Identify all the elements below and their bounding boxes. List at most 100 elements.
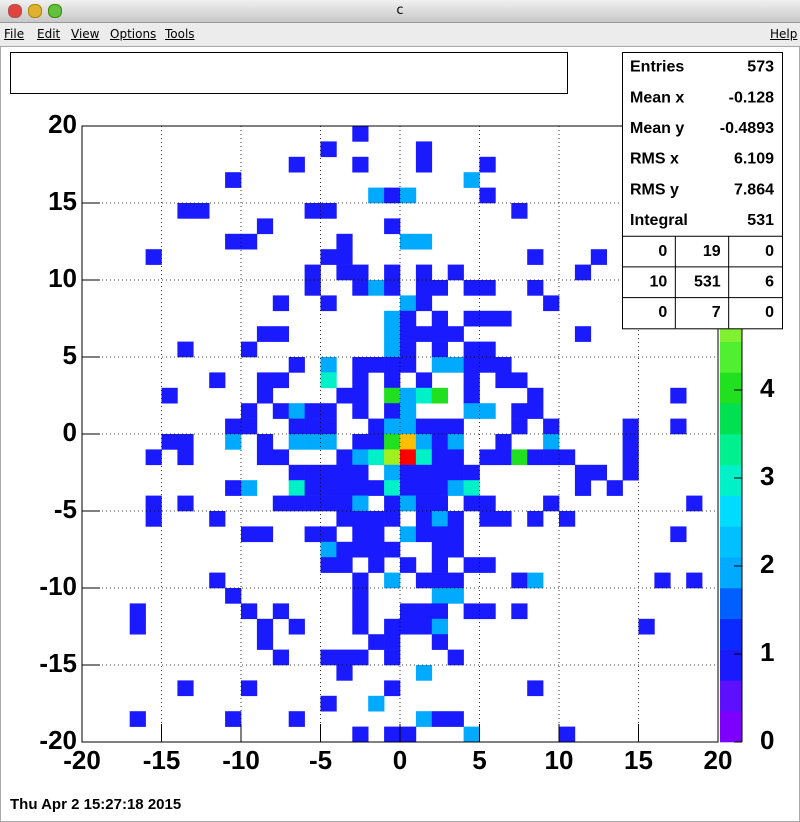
cell [463,172,480,188]
cell [527,249,544,265]
cell [479,449,496,466]
cell [431,341,448,358]
cell [241,603,258,620]
cell [256,434,274,450]
cell [368,187,385,204]
cell [400,480,417,496]
menu-item[interactable]: Edit [37,27,61,41]
cell [352,126,369,142]
cell [368,434,385,450]
menu-item[interactable]: Help [770,27,798,41]
close-button[interactable] [8,4,22,18]
cell [304,526,321,543]
cell [288,156,305,173]
menu-item[interactable]: Options [110,27,157,41]
cell [400,357,417,373]
cell [288,464,305,481]
cell [400,726,417,743]
cell [241,480,258,496]
cell [177,680,194,697]
color-band [720,680,742,712]
cell [368,557,385,573]
cell [400,618,417,635]
cell [415,603,433,620]
cell [400,434,417,450]
cell [384,511,401,527]
cell [495,449,512,466]
title-bar: c [0,0,800,23]
cell [368,418,385,435]
cell [654,572,671,589]
cell [463,403,480,419]
cell [463,557,480,573]
y-tick-label: -10 [39,571,77,601]
cell [447,572,464,589]
y-tick-label: 0 [63,417,77,447]
cell [543,434,560,450]
cell [384,187,401,204]
cell [145,249,162,265]
cell [352,464,369,481]
cell [463,464,480,481]
cell [400,310,417,327]
menu-item[interactable]: View [71,27,100,41]
cell [368,695,385,712]
cell [431,280,448,296]
x-tick-label: 5 [472,745,486,775]
cell [336,649,353,666]
zoom-button[interactable] [48,4,62,18]
cell [415,372,433,389]
cell [415,526,433,543]
cell [431,588,448,604]
x-tick-label: -15 [143,745,181,775]
cell [463,726,480,743]
stats-label: RMS y [630,181,679,198]
stats-cell: 0 [765,304,774,321]
stats-cell: 0 [658,304,667,321]
cell [352,588,369,604]
menu-item[interactable]: File [4,27,25,41]
cell [511,418,528,435]
menu-bar: File Edit View Options Tools Help [0,23,800,45]
cell [447,449,464,466]
cell [495,434,512,450]
cell [415,495,433,512]
cell [431,495,448,512]
cell [368,526,385,543]
minimize-button[interactable] [28,4,42,18]
cell [384,341,401,358]
cell [320,249,337,265]
stats-box: Entries 573 Mean x -0.128 Mean y -0.4893 RMS x… [622,52,783,330]
cell [447,526,464,543]
cell [320,495,337,512]
cell [415,464,433,481]
cell [225,233,242,250]
cell [384,464,401,481]
cell [193,203,210,219]
cell [686,572,703,589]
cell [415,711,433,727]
z-tick-label: 2 [760,549,774,579]
cell [527,387,544,404]
cell [479,187,496,204]
cell [447,480,464,496]
cell [352,434,369,450]
cell [304,403,321,419]
cell [304,434,321,450]
cell [670,526,687,543]
cell [177,449,194,466]
cell [559,726,576,743]
cell [288,418,305,435]
plot: -20 -15 -10 -5 0 5 10 15 20-20-15-10-50510152001… [39,109,775,775]
stats-cell: 19 [703,243,721,260]
cell [574,326,592,342]
cell [447,434,464,450]
cell [320,541,337,558]
menu-item[interactable]: Tools [165,27,195,41]
cell [272,495,289,512]
cell [590,464,607,481]
cell [511,603,528,620]
cell [479,156,496,173]
cell [431,572,448,589]
